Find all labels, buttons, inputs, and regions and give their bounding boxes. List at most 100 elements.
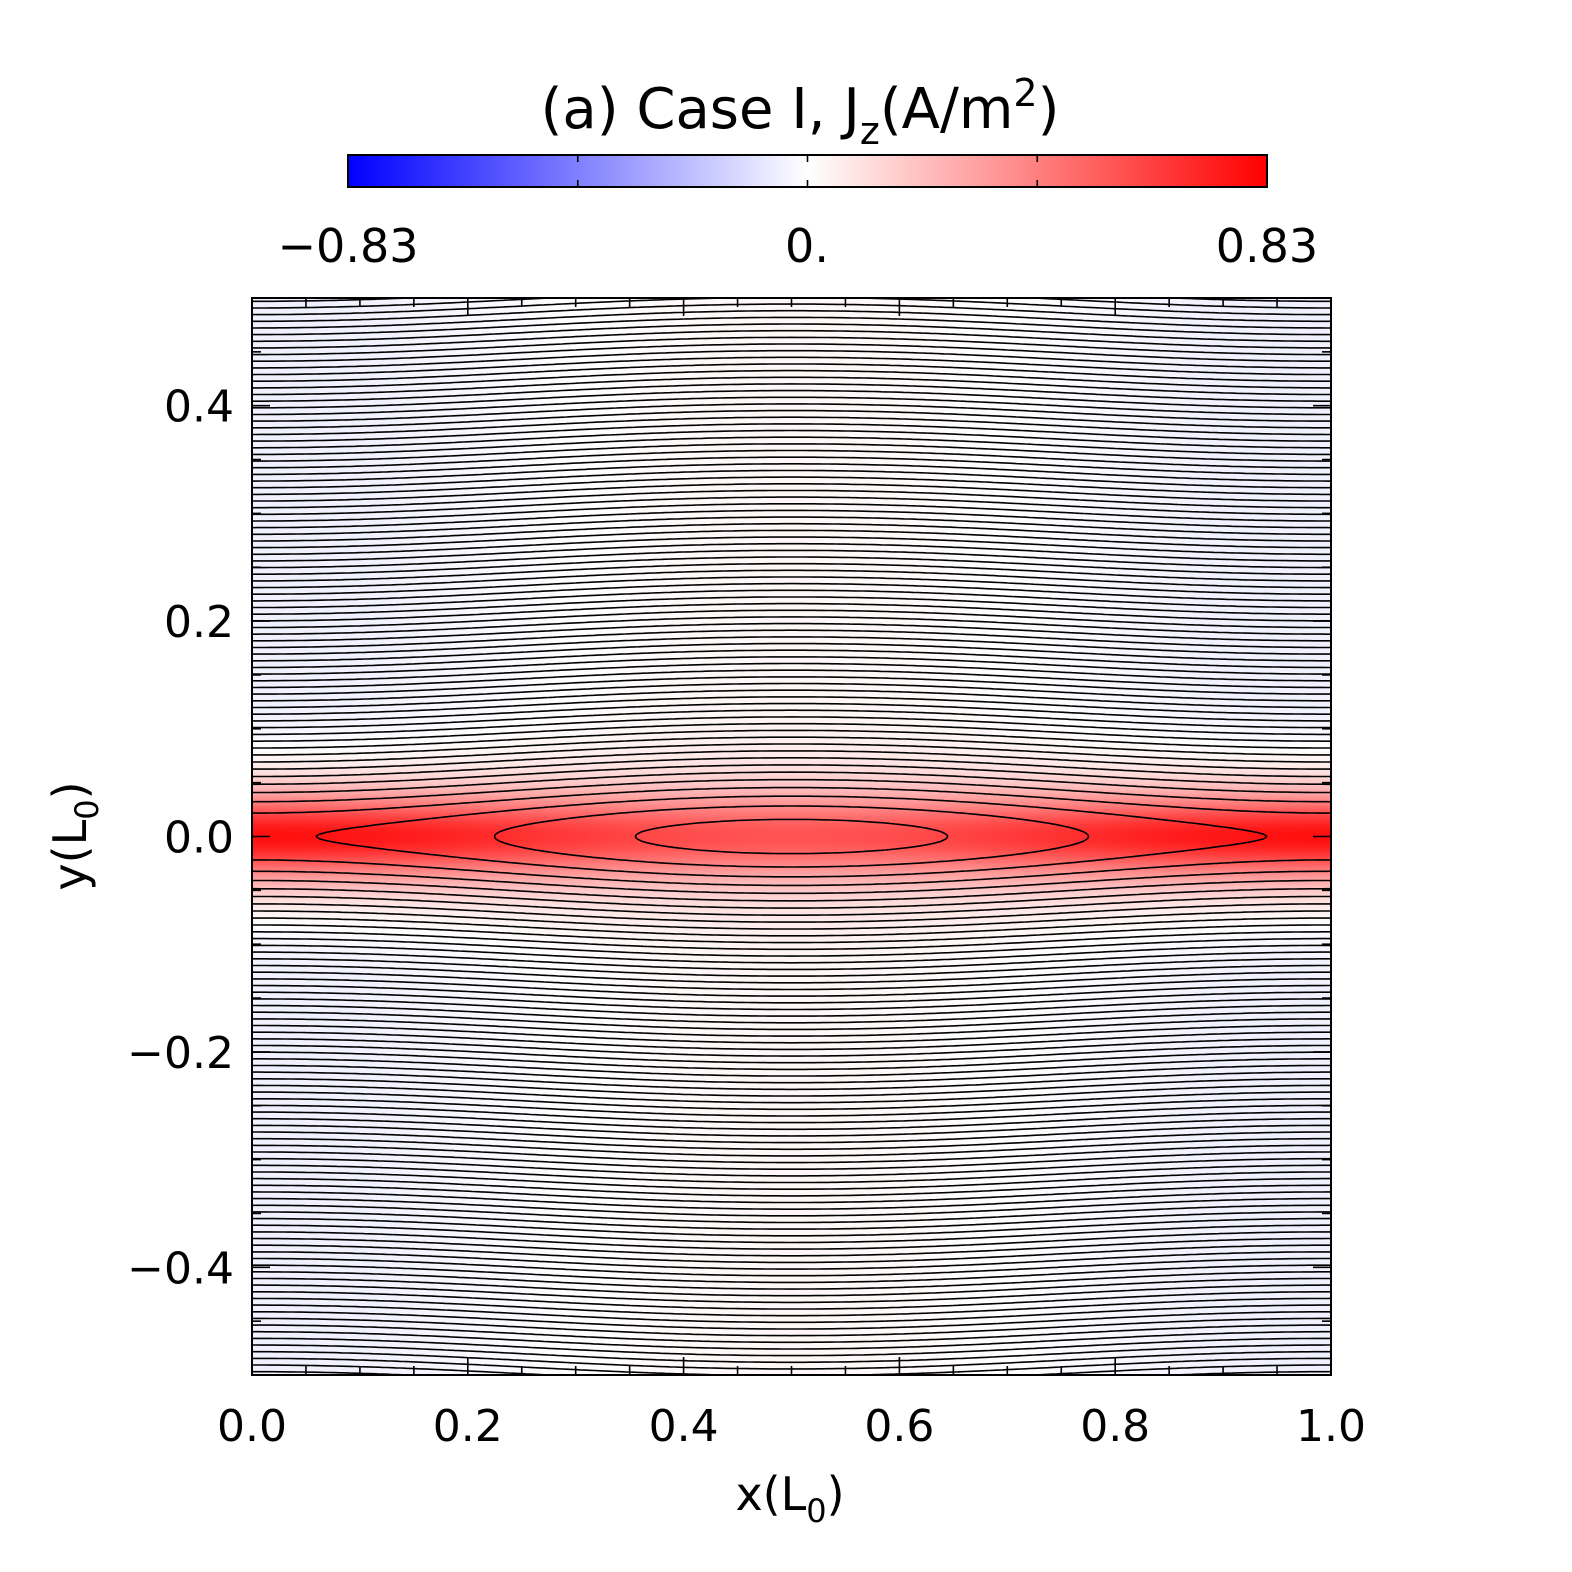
chart-title: (a) Case I, Jz(A/m2) [541, 71, 1060, 153]
contour-line [252, 489, 1331, 1184]
colorbar-max-label: 0.83 [1216, 219, 1318, 273]
contour-line [252, 522, 1331, 1151]
contour-line [252, 409, 1331, 1264]
contour-line [252, 403, 1331, 1270]
contour-line [252, 449, 1331, 1224]
contour-line [252, 562, 1331, 1111]
y-axis-label: y(L0) [43, 781, 106, 890]
title-unit-close: ) [1038, 77, 1060, 142]
contour-line [252, 709, 1331, 964]
contour-line [252, 576, 1331, 1097]
x-axis-label-sub: 0 [806, 1492, 826, 1530]
contour-line [252, 549, 1331, 1124]
y-axis-label-sub: 0 [68, 799, 106, 819]
contour-line [252, 369, 1331, 1304]
contour-line [252, 629, 1331, 1044]
contour-line [252, 529, 1331, 1144]
contour-line [252, 309, 1331, 1364]
contour-line [252, 743, 1331, 930]
y-axis-label-close: ) [43, 781, 97, 799]
contour-line [252, 771, 1331, 902]
contour-line [252, 569, 1331, 1104]
contour-line [252, 696, 1331, 977]
contour-line [252, 303, 1331, 1370]
contour-line [252, 363, 1331, 1310]
contour-line [252, 716, 1331, 957]
x-axis-tick-labels: 0.0 0.2 0.4 0.6 0.8 1.0 [217, 1401, 1366, 1452]
colorbar-mid-label: 0. [785, 219, 829, 273]
contour-line [252, 476, 1331, 1197]
contour-line [252, 503, 1331, 1170]
contour-line [252, 596, 1331, 1077]
contour-line [252, 298, 1331, 1375]
title-subscript: z [860, 109, 880, 153]
title-superscript: 2 [1013, 71, 1037, 115]
y-tick-label: 0.0 [164, 813, 234, 864]
contour-line [252, 376, 1331, 1297]
contour-line [252, 556, 1331, 1117]
colorbar: −0.83 0. 0.83 [278, 154, 1318, 273]
y-tick-label: 0.2 [164, 597, 234, 648]
contour-line [252, 423, 1331, 1250]
contour-line [252, 542, 1331, 1131]
contour-line [252, 516, 1331, 1157]
contour-lines [252, 298, 1331, 1375]
contour-line [252, 582, 1331, 1091]
contour-line [252, 729, 1331, 944]
contour-line [252, 636, 1331, 1037]
contour-line [252, 389, 1331, 1284]
y-axis-ticks [252, 297, 1331, 1376]
x-tick-label: 0.8 [1080, 1401, 1150, 1452]
contour-line [252, 764, 1331, 909]
contour-line [252, 757, 1331, 916]
contour-line [252, 429, 1331, 1244]
y-tick-label: −0.2 [127, 1028, 234, 1079]
x-axis-label-close: ) [827, 1467, 845, 1521]
contour-line [252, 786, 1331, 887]
contour-line [252, 778, 1331, 895]
contour-line [252, 323, 1331, 1350]
contour-line [252, 463, 1331, 1210]
x-axis-label-main: x(L [735, 1467, 806, 1521]
plot-area: 0.0 0.2 0.4 0.6 0.8 1.0 −0.4 −0.2 0.0 0.2 0.4 [127, 297, 1366, 1452]
contour-line [252, 496, 1331, 1177]
x-tick-label: 1.0 [1296, 1401, 1366, 1452]
contour-line [252, 316, 1331, 1357]
title-prefix: (a) Case I, J [541, 77, 860, 142]
x-tick-label: 0.0 [217, 1401, 287, 1452]
y-axis-tick-labels: −0.4 −0.2 0.0 0.2 0.4 [127, 382, 234, 1295]
contour-line [252, 676, 1331, 997]
contour-line [493, 805, 1090, 868]
contour-line [252, 656, 1331, 1017]
y-tick-label: 0.4 [164, 382, 234, 433]
contour-line [252, 669, 1331, 1004]
contour-line [252, 589, 1331, 1084]
contour-line [252, 682, 1331, 991]
contour-line [252, 509, 1331, 1164]
contour-line [252, 622, 1331, 1051]
x-axis-ticks [251, 298, 1332, 1375]
colorbar-min-label: −0.83 [278, 219, 419, 273]
x-tick-label: 0.2 [433, 1401, 503, 1452]
contour-line [252, 336, 1331, 1337]
x-axis-label: x(L0) [735, 1467, 844, 1530]
contour-line [252, 416, 1331, 1257]
x-tick-label: 0.6 [864, 1401, 934, 1452]
contour-line [252, 483, 1331, 1190]
contour-line [252, 689, 1331, 984]
contour-line [252, 662, 1331, 1011]
contour-line [252, 329, 1331, 1344]
contour-line [252, 642, 1331, 1031]
contour-line [252, 609, 1331, 1064]
contour-line [252, 396, 1331, 1277]
y-tick-label: −0.4 [127, 1243, 234, 1294]
contour-line [252, 736, 1331, 937]
contour-line [252, 356, 1331, 1317]
contour-line [315, 795, 1268, 878]
contour-line [252, 383, 1331, 1290]
x-tick-label: 0.4 [649, 1401, 719, 1452]
contour-line [252, 536, 1331, 1137]
contour-line [252, 443, 1331, 1230]
contour-line [252, 343, 1331, 1330]
